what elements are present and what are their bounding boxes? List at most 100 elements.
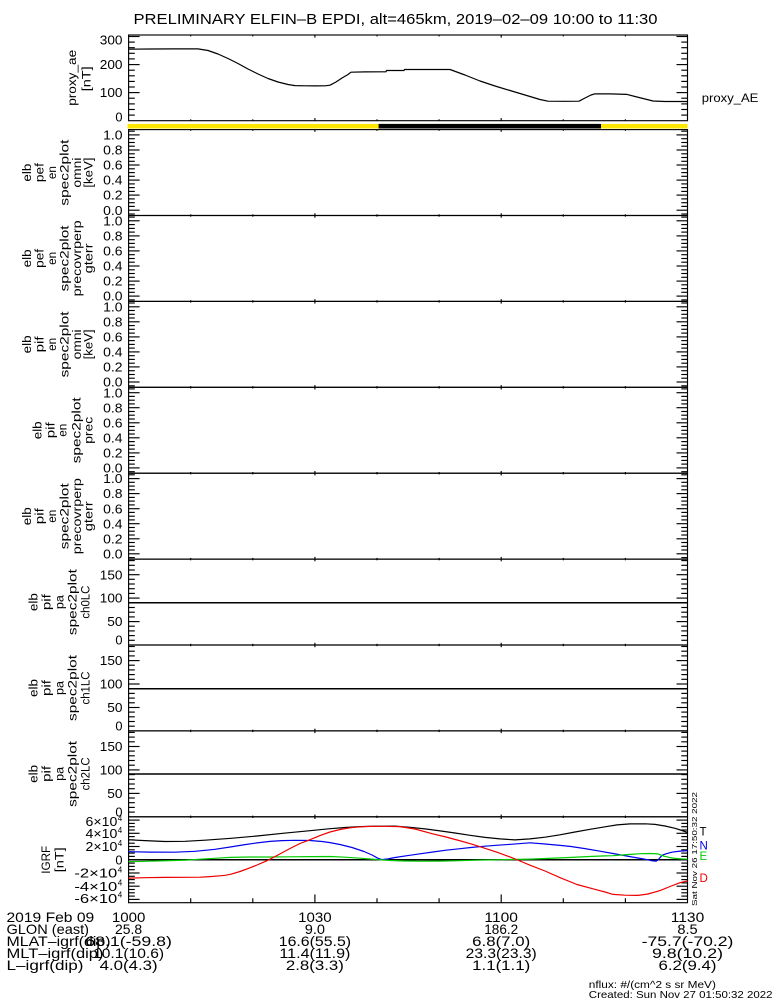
svg-text:nflux: #/(cm^2 s sr MeV): nflux: #/(cm^2 s sr MeV) (589, 980, 716, 991)
svg-text:elb: elb (22, 164, 34, 182)
svg-text:0.6: 0.6 (103, 244, 122, 259)
svg-text:gterr: gterr (84, 501, 96, 531)
svg-text:elb: elb (29, 765, 41, 783)
svg-text:-2×10: -2×10 (74, 866, 117, 881)
svg-text:Sat Nov 26 17:50:32 2022: Sat Nov 26 17:50:32 2022 (690, 792, 699, 906)
svg-text:4: 4 (118, 866, 123, 875)
svg-text:pif: pif (35, 335, 47, 352)
svg-text:elb: elb (29, 593, 41, 611)
svg-text:proxy_ae: proxy_ae (67, 50, 79, 106)
svg-text:pef: pef (35, 162, 47, 182)
svg-text:elb: elb (22, 335, 34, 353)
svg-text:T: T (700, 827, 707, 839)
svg-text:omni: omni (72, 329, 84, 359)
svg-text:[nT]: [nT] (82, 66, 94, 91)
svg-text:0.2: 0.2 (103, 531, 122, 546)
svg-text:1.0: 1.0 (103, 385, 122, 400)
svg-text:68.1(-59.8): 68.1(-59.8) (85, 933, 172, 949)
svg-text:6.8(7.0): 6.8(7.0) (472, 933, 530, 949)
svg-text:GLON (east): GLON (east) (7, 921, 90, 937)
svg-text:proxy_AE: proxy_AE (702, 91, 759, 105)
svg-text:100: 100 (100, 591, 123, 606)
svg-text:0.6: 0.6 (103, 415, 122, 430)
svg-text:precovrperp: precovrperp (72, 220, 84, 296)
svg-text:pef: pef (35, 248, 47, 268)
svg-text:1000: 1000 (112, 909, 146, 925)
svg-text:23.3(23.3): 23.3(23.3) (466, 945, 537, 961)
svg-text:9.0: 9.0 (305, 921, 326, 937)
svg-text:100: 100 (100, 763, 123, 778)
svg-text:E: E (700, 851, 708, 863)
svg-text:spec2plot: spec2plot (60, 310, 72, 377)
svg-text:0.2: 0.2 (103, 446, 122, 461)
svg-text:100: 100 (100, 85, 123, 100)
svg-text:spec2plot: spec2plot (68, 568, 80, 635)
svg-text:IGRF: IGRF (41, 846, 53, 874)
svg-text:16.6(55.5): 16.6(55.5) (279, 933, 351, 949)
svg-text:50: 50 (107, 700, 122, 715)
svg-text:spec2plot: spec2plot (60, 224, 72, 291)
svg-text:6×10: 6×10 (86, 814, 118, 829)
svg-text:pif: pif (42, 765, 54, 782)
svg-text:N: N (700, 841, 708, 853)
svg-text:4×10: 4×10 (86, 826, 118, 841)
svg-text:pa: pa (55, 594, 67, 609)
svg-text:[keV]: [keV] (84, 158, 96, 188)
svg-text:9.8(10.2): 9.8(10.2) (652, 945, 723, 961)
svg-text:ch0LC: ch0LC (81, 586, 93, 619)
svg-text:0: 0 (115, 719, 122, 734)
svg-text:4: 4 (118, 839, 123, 848)
svg-text:6.2(9.4): 6.2(9.4) (659, 957, 717, 973)
svg-text:4: 4 (118, 891, 123, 900)
svg-text:prec: prec (83, 417, 95, 444)
svg-text:150: 150 (100, 739, 123, 754)
svg-text:spec2plot: spec2plot (68, 654, 80, 721)
svg-text:2×10: 2×10 (86, 839, 118, 854)
svg-text:Created: Sun Nov 27 01:50:32 2: Created: Sun Nov 27 01:50:32 2022 (589, 989, 773, 1000)
svg-text:200: 200 (100, 57, 123, 72)
svg-text:elb: elb (29, 679, 41, 697)
svg-text:elb: elb (33, 421, 45, 439)
svg-text:2.8(3.3): 2.8(3.3) (286, 957, 344, 973)
svg-text:4: 4 (118, 814, 123, 823)
svg-text:-6×10: -6×10 (74, 891, 117, 906)
svg-text:0.0: 0.0 (103, 375, 122, 390)
svg-text:[nT]: [nT] (55, 847, 67, 872)
svg-text:25.8: 25.8 (115, 921, 142, 937)
svg-text:0.8: 0.8 (103, 229, 122, 244)
svg-text:en: en (47, 338, 59, 351)
svg-text:spec2plot: spec2plot (60, 482, 72, 549)
svg-text:1.0: 1.0 (103, 471, 122, 486)
svg-text:2019 Feb 09: 2019 Feb 09 (7, 909, 95, 925)
svg-text:0.4: 0.4 (103, 259, 122, 274)
svg-text:0.4: 0.4 (103, 173, 122, 188)
svg-text:1130: 1130 (671, 909, 705, 925)
svg-text:0.2: 0.2 (103, 274, 122, 289)
svg-text:0.4: 0.4 (103, 345, 122, 360)
svg-text:1.0: 1.0 (103, 299, 122, 314)
svg-text:L–igrf(dip): L–igrf(dip) (7, 957, 84, 973)
svg-text:150: 150 (100, 567, 123, 582)
svg-text:0: 0 (115, 805, 122, 820)
svg-text:en: en (57, 424, 69, 437)
svg-text:1.0: 1.0 (103, 128, 122, 143)
svg-text:0.8: 0.8 (103, 143, 122, 158)
svg-text:4: 4 (118, 879, 123, 888)
svg-text:4: 4 (118, 826, 123, 835)
svg-text:0.4: 0.4 (103, 430, 122, 445)
svg-text:precovrperp: precovrperp (72, 478, 84, 554)
svg-text:pa: pa (55, 680, 67, 695)
svg-text:0.2: 0.2 (103, 360, 122, 375)
svg-text:10.1(10.6): 10.1(10.6) (93, 945, 164, 961)
svg-text:1030: 1030 (298, 909, 332, 925)
svg-text:pif: pif (46, 421, 58, 438)
svg-text:elb: elb (22, 507, 34, 525)
svg-text:0.6: 0.6 (103, 330, 122, 345)
svg-text:en: en (47, 252, 59, 265)
svg-text:0.4: 0.4 (103, 516, 122, 531)
svg-text:11.4(11.9): 11.4(11.9) (279, 945, 350, 961)
svg-text:spec2plot: spec2plot (68, 740, 80, 807)
svg-text:4.0(4.3): 4.0(4.3) (100, 957, 158, 973)
svg-text:0.8: 0.8 (103, 400, 122, 415)
svg-text:spec2plot: spec2plot (72, 396, 84, 463)
